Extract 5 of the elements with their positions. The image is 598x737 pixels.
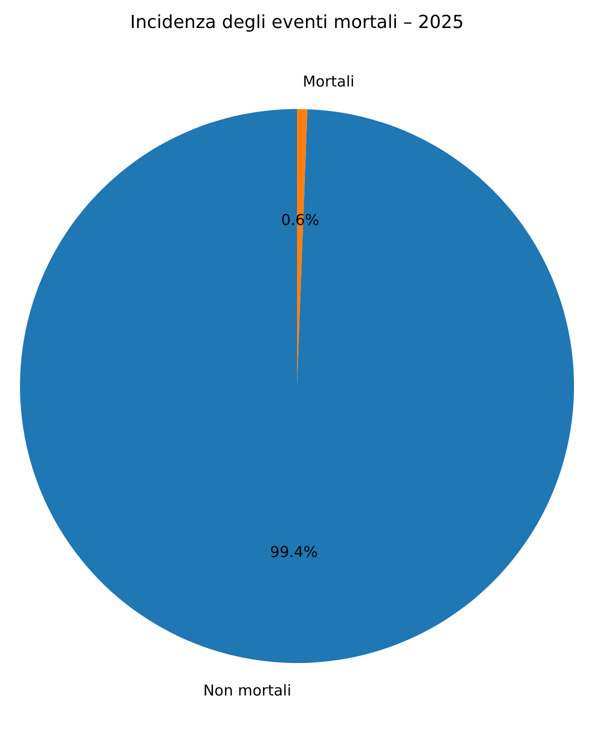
chart-title: Incidenza degli eventi mortali – 2025 xyxy=(130,12,464,33)
data-label: 99.4% xyxy=(270,543,318,562)
slice-label: Non mortali xyxy=(203,682,292,700)
pie-slice xyxy=(20,109,574,663)
slice-label: Mortali xyxy=(302,72,354,90)
